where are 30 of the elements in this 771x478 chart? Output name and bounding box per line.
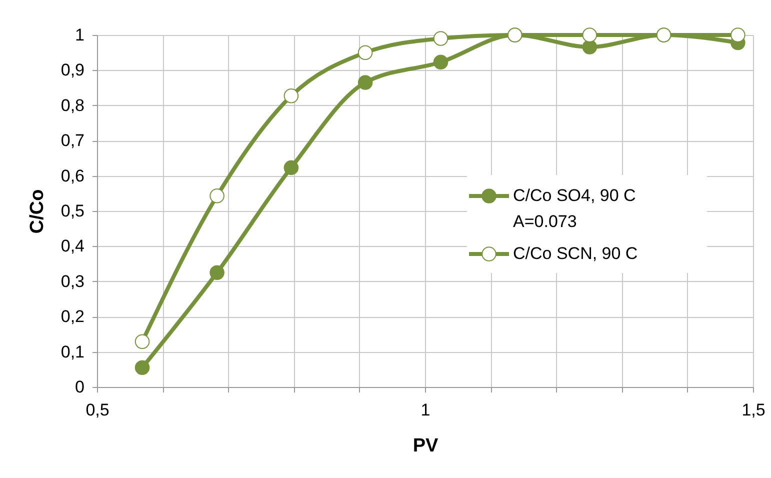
point <box>284 160 299 176</box>
point <box>134 360 150 376</box>
y-axis-title: C/Co <box>26 189 48 234</box>
x-tick-label: 1 <box>420 400 430 420</box>
point <box>134 334 150 349</box>
y-tick-label: 0,8 <box>60 96 84 115</box>
point <box>433 31 448 46</box>
y-tick-label: 0,4 <box>60 236 84 256</box>
point <box>284 88 299 104</box>
y-tick-label: 0,2 <box>60 307 84 326</box>
legend-label: C/Co SCN, 90 C <box>513 244 638 263</box>
point <box>210 188 224 204</box>
y-tick-label: 0,9 <box>60 60 84 80</box>
point <box>210 265 224 280</box>
point <box>358 75 373 90</box>
y-tick-label: 0,1 <box>60 342 84 362</box>
y-tick-label: 0,3 <box>60 272 84 291</box>
point <box>582 40 598 54</box>
y-tick-label: 0,5 <box>60 202 84 220</box>
point <box>582 28 598 42</box>
point <box>358 45 373 60</box>
y-tick-label: 0,6 <box>60 166 84 186</box>
y-tick-label: 0,7 <box>60 131 84 150</box>
y-tick-label: 0 <box>75 378 84 396</box>
point <box>433 54 448 70</box>
point <box>730 28 746 42</box>
y-tick-label: 1 <box>75 26 84 44</box>
x-axis-title: PV <box>412 436 438 456</box>
x-tick-label: 1,5 <box>742 400 766 420</box>
legend-label: C/Co SO4, 90 C A=0.073 <box>513 186 636 231</box>
